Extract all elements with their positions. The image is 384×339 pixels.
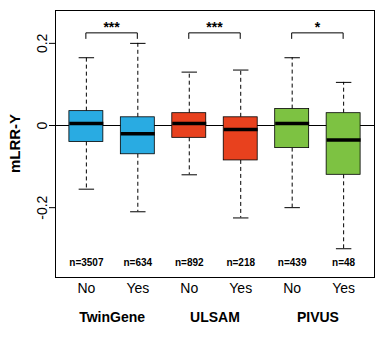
svg-text:TwinGene: TwinGene <box>79 309 145 325</box>
svg-text:No: No <box>77 280 95 296</box>
svg-text:***: *** <box>103 19 120 35</box>
svg-text:No: No <box>180 280 198 296</box>
svg-text:0: 0 <box>34 121 50 129</box>
svg-text:n=439: n=439 <box>278 257 307 268</box>
svg-text:***: *** <box>206 19 223 35</box>
svg-text:n=3507: n=3507 <box>69 257 104 268</box>
svg-text:-0.2: -0.2 <box>34 195 50 219</box>
svg-text:No: No <box>283 280 301 296</box>
svg-text:mLRR-Y: mLRR-Y <box>6 114 23 173</box>
svg-text:Yes: Yes <box>126 280 149 296</box>
svg-text:n=218: n=218 <box>226 257 255 268</box>
svg-text:Yes: Yes <box>229 280 252 296</box>
svg-text:*: * <box>315 19 321 35</box>
svg-text:0.2: 0.2 <box>34 33 50 53</box>
svg-text:ULSAM: ULSAM <box>190 309 240 325</box>
svg-text:n=634: n=634 <box>124 257 153 268</box>
svg-text:n=892: n=892 <box>175 257 204 268</box>
svg-text:n=48: n=48 <box>332 257 356 268</box>
svg-text:PIVUS: PIVUS <box>297 309 339 325</box>
svg-text:Yes: Yes <box>332 280 355 296</box>
